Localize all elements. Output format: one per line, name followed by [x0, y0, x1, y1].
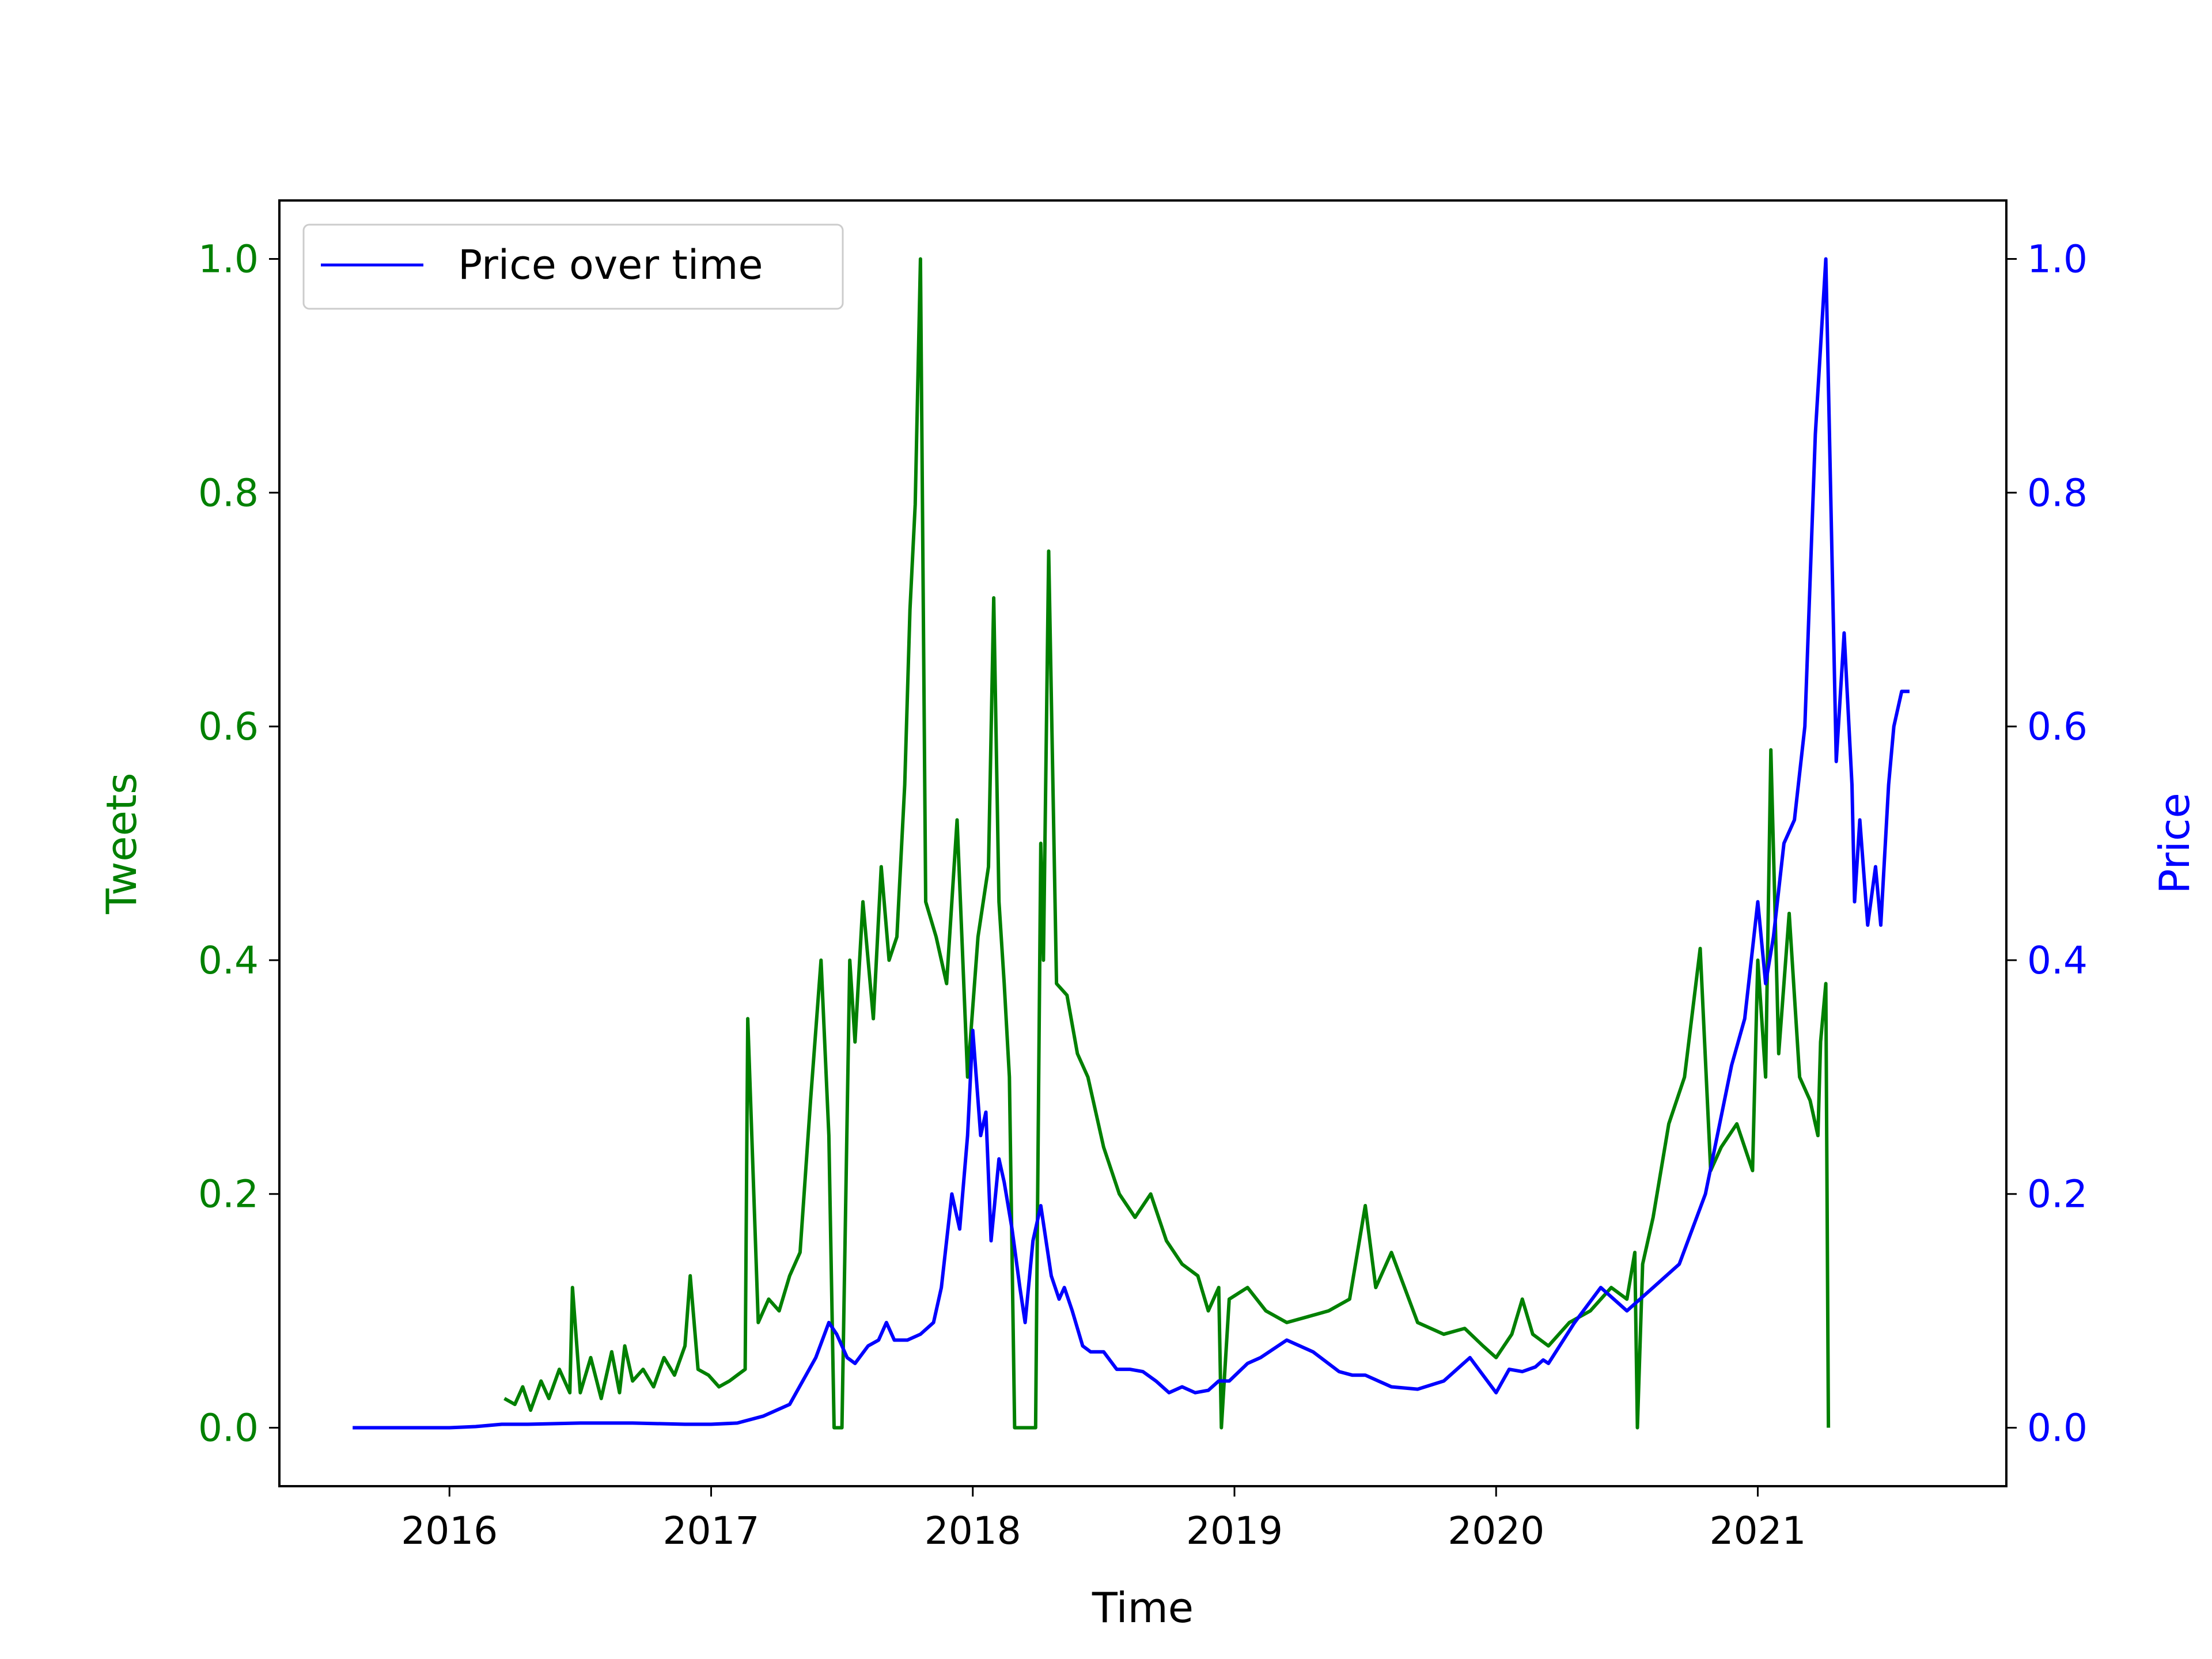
- plot-area: [353, 257, 1910, 1430]
- y-left-tick-label: 0.0: [198, 1406, 259, 1450]
- y-right-tick-label: 0.8: [2027, 471, 2088, 515]
- y-left-tick-label: 0.8: [198, 471, 259, 515]
- y-left-tick-label: 0.2: [198, 1172, 259, 1217]
- y-left-tick-label: 0.4: [198, 938, 259, 983]
- y-right-tick-label: 0.4: [2027, 938, 2088, 983]
- y-right-tick-label: 0.0: [2027, 1406, 2088, 1450]
- series-line-tweets: [503, 257, 1831, 1430]
- x-tick-label: 2017: [663, 1509, 760, 1553]
- axes-frame: [278, 199, 2008, 1487]
- y-axis-title-right: Price: [2150, 793, 2199, 894]
- x-axis-title: Time: [1092, 1584, 1194, 1632]
- x-tick-label: 2021: [1709, 1509, 1806, 1553]
- legend: Price over time: [302, 224, 844, 310]
- x-tick-label: 2018: [925, 1509, 1021, 1553]
- y-right-tick-label: 1.0: [2027, 237, 2088, 281]
- y-left-tick-label: 0.6: [198, 704, 259, 749]
- legend-box: [302, 224, 844, 310]
- x-tick-label: 2019: [1186, 1509, 1283, 1553]
- series-line-price-over-time: [353, 257, 1910, 1430]
- y-axis-right: 0.0 0.2 0.4 0.6 0.8 1.0: [2006, 237, 2088, 1450]
- legend-label-price: Price over time: [458, 241, 763, 289]
- y-axis-title-left: Tweets: [97, 772, 146, 914]
- y-left-tick-label: 1.0: [198, 237, 259, 281]
- y-axis-left: 0.0 0.2 0.4 0.6 0.8 1.0: [198, 237, 279, 1450]
- x-tick-label: 2020: [1448, 1509, 1544, 1553]
- y-right-tick-label: 0.6: [2027, 704, 2088, 749]
- x-tick-label: 2016: [401, 1509, 498, 1553]
- y-right-tick-label: 0.2: [2027, 1172, 2088, 1217]
- x-axis: 2016 2017 2018 2019 2020 2021: [401, 1486, 1806, 1553]
